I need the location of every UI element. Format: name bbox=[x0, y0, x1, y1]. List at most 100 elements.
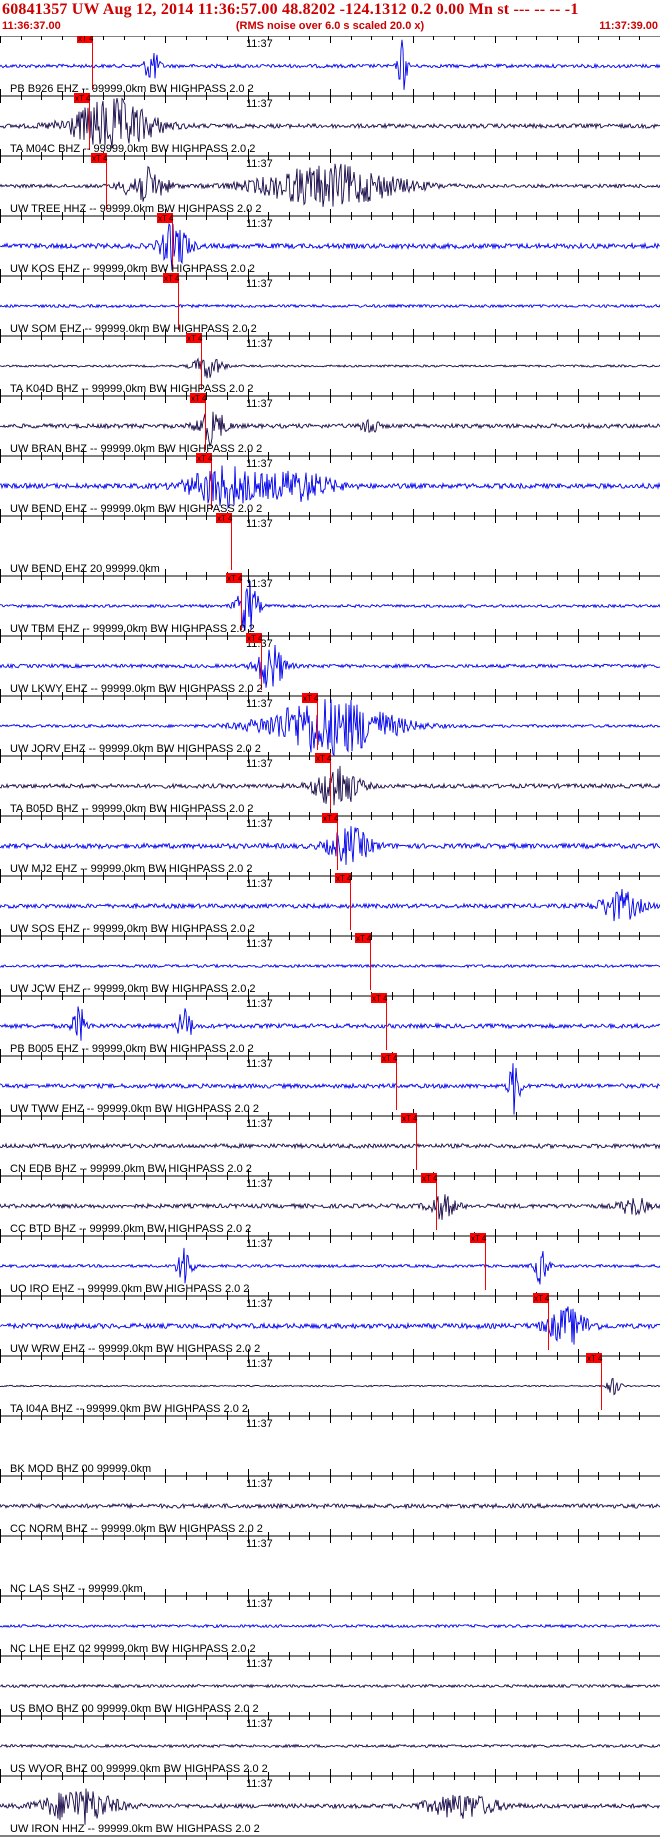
pick-label: xT 4 bbox=[247, 634, 263, 643]
pick-label: xT 4 bbox=[191, 394, 207, 403]
pick-flag bbox=[586, 1353, 602, 1363]
pick-flag bbox=[196, 453, 212, 463]
axis-ticks bbox=[0, 149, 660, 163]
station-label: BK MOD BHZ 00 99999.0km bbox=[10, 1463, 151, 1475]
trace-row: 11:37 xT 4 UW MJ2 EHZ -- 99999.0km BW HIGH… bbox=[0, 809, 660, 875]
pick-flag bbox=[216, 513, 232, 523]
axis-ticks bbox=[0, 1169, 660, 1183]
waveform bbox=[0, 1683, 660, 1689]
waveform bbox=[0, 222, 660, 271]
waveform bbox=[0, 826, 660, 865]
waveform bbox=[0, 1502, 660, 1510]
waveform bbox=[0, 303, 660, 309]
waveform bbox=[0, 1006, 660, 1041]
minute-label: 11:37 bbox=[246, 1358, 273, 1370]
pick-label: xT 4 bbox=[323, 814, 339, 823]
axis-ticks bbox=[0, 1769, 660, 1783]
pick-label: xT 4 bbox=[356, 934, 372, 943]
minute-label: 11:37 bbox=[246, 1718, 273, 1730]
axis-ticks bbox=[0, 1229, 660, 1243]
pick-flag bbox=[157, 213, 173, 223]
station-label: UW BRAN BHZ -- 99999.0km BW HIGHPASS 2.0… bbox=[10, 443, 262, 455]
waveform bbox=[0, 39, 660, 90]
station-label: TA B05D BHZ -- 99999.0km BW HIGHPASS 2.0… bbox=[10, 803, 254, 815]
trace-row: 11:37 NC LAS SHZ -- 99999.0km bbox=[0, 1529, 660, 1595]
pick-flag bbox=[91, 153, 107, 163]
station-label: UO IRO EHZ -- 99999.0km BW HIGHPASS 2.0 … bbox=[10, 1283, 249, 1295]
trace-row: 11:37 xT 4 UO IRO EHZ -- 99999.0km BW HIGH… bbox=[0, 1229, 660, 1295]
waveform bbox=[0, 465, 660, 510]
pick-flag bbox=[74, 93, 90, 103]
station-label: UW BEND EHZ -- 99999.0km BW HIGHPASS 2.0… bbox=[10, 503, 262, 515]
minute-label: 11:37 bbox=[246, 1658, 273, 1670]
pick-flag bbox=[335, 873, 351, 883]
axis-ticks bbox=[0, 389, 660, 403]
minute-label: 11:37 bbox=[246, 1598, 273, 1610]
axis-ticks bbox=[0, 749, 660, 763]
station-label: US BMO BHZ 00 99999.0km BW HIGHPASS 2.0 … bbox=[10, 1703, 259, 1715]
trace-row: 11:37 xT 4 UW BRAN BHZ -- 99999.0km BW HIG… bbox=[0, 389, 660, 455]
trace-row: 11:37 CC NORM BHZ -- 99999.0km BW HIGHPAS… bbox=[0, 1469, 660, 1535]
pick-label: xT 4 bbox=[382, 1054, 398, 1063]
pick-flag bbox=[302, 693, 318, 703]
trace-row: 11:37 UW IRON HHZ -- 99999.0km BW HIGHPAS… bbox=[0, 1769, 660, 1835]
axis-ticks bbox=[0, 689, 660, 703]
station-label: TA M04C BHZ -- 99999.0km BW HIGHPASS 2.0… bbox=[10, 143, 255, 155]
minute-label: 11:37 bbox=[246, 1778, 273, 1790]
waveform bbox=[0, 1377, 660, 1396]
pick-label: xT 4 bbox=[158, 214, 174, 223]
trace-row: 11:37 xT 4 UW TWW EHZ -- 99999.0km BW HIGH… bbox=[0, 1049, 660, 1115]
trace-row: 11:37 xT 4 PB B005 EHZ -- 99999.0km BW HIG… bbox=[0, 989, 660, 1055]
waveform bbox=[0, 163, 660, 207]
minute-label: 11:37 bbox=[246, 1238, 273, 1250]
pick-label: xT 4 bbox=[402, 1114, 418, 1123]
rms-note: (RMS noise over 6.0 s scaled 20.0 x) bbox=[235, 20, 425, 32]
axis-ticks bbox=[0, 1289, 660, 1303]
minute-label: 11:37 bbox=[246, 1478, 273, 1490]
station-label: CC BTD BHZ -- 99999.0km BW HIGHPASS 2.0 … bbox=[10, 1223, 251, 1235]
waveform bbox=[0, 580, 660, 631]
trace-row: 11:37 xT 4 UW WRW EHZ -- 99999.0km BW HIGH… bbox=[0, 1289, 660, 1355]
station-label: UW BEND EHZ 20 99999.0km bbox=[10, 563, 160, 575]
station-label: UW WRW EHZ -- 99999.0km BW HIGHPASS 2.0 … bbox=[10, 1343, 260, 1355]
header: 60841357 UW Aug 12, 2014 11:36:57.00 48.… bbox=[0, 0, 660, 36]
minute-label: 11:37 bbox=[246, 938, 273, 950]
pick-flag bbox=[470, 1233, 486, 1243]
waveform bbox=[0, 1142, 660, 1150]
pick-label: xT 4 bbox=[197, 454, 213, 463]
axis-ticks bbox=[0, 1589, 660, 1603]
minute-label: 11:37 bbox=[246, 38, 273, 50]
waveform bbox=[0, 963, 660, 969]
axis-ticks bbox=[0, 1469, 660, 1483]
station-label: TA I04A BHZ -- 99999.0km BW HIGHPASS 2.0… bbox=[10, 1403, 248, 1415]
pick-label: xT 4 bbox=[164, 274, 180, 283]
waveform bbox=[0, 1194, 660, 1220]
waveform bbox=[0, 888, 660, 922]
trace-row: 11:37 xT 4 UW JCW EHZ -- 99999.0km BW HIGH… bbox=[0, 929, 660, 995]
trace-row: 11:37 xT 4 CC BTD BHZ -- 99999.0km BW HIGH… bbox=[0, 1169, 660, 1235]
axis-ticks bbox=[0, 89, 660, 103]
axis-ticks bbox=[0, 449, 660, 463]
station-label: UW JORV EHZ -- 99999.0km BW HIGHPASS 2.0… bbox=[10, 743, 261, 755]
waveform bbox=[0, 1063, 660, 1115]
trace-row: 11:37 xT 4 TA K04D BHZ -- 99999.0km BW HIG… bbox=[0, 329, 660, 395]
station-label: UW KOS EHZ -- 99999.0km BW HIGHPASS 2.0 … bbox=[10, 263, 255, 275]
axis-ticks bbox=[0, 269, 660, 283]
minute-label: 11:37 bbox=[246, 458, 273, 470]
waveform bbox=[0, 644, 660, 688]
pick-label: xT 4 bbox=[78, 36, 94, 43]
minute-label: 11:37 bbox=[246, 998, 273, 1010]
event-title: 60841357 UW Aug 12, 2014 11:36:57.00 48.… bbox=[2, 1, 579, 18]
axis-ticks bbox=[0, 1409, 660, 1423]
waveform bbox=[0, 699, 660, 757]
minute-label: 11:37 bbox=[246, 1538, 273, 1550]
station-label: UW IRON HHZ -- 99999.0km BW HIGHPASS 2.0… bbox=[10, 1823, 260, 1835]
minute-label: 11:37 bbox=[246, 98, 273, 110]
station-label: CC NORM BHZ -- 99999.0km BW HIGHPASS 2.0… bbox=[10, 1523, 263, 1535]
minute-label: 11:37 bbox=[246, 398, 273, 410]
pick-flag bbox=[315, 753, 331, 763]
axis-ticks bbox=[0, 1049, 660, 1063]
trace-row: 11:37 NC LHE EHZ 02 99999.0km BW HIGHPASS… bbox=[0, 1589, 660, 1655]
